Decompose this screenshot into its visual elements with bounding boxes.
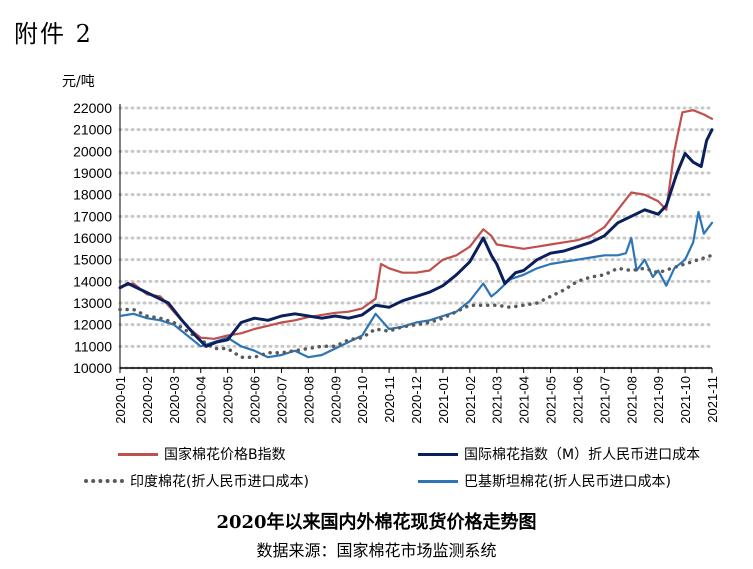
y-tick-label-18000: 18000 xyxy=(73,187,112,203)
y-tick-label-17000: 17000 xyxy=(73,208,112,224)
legend-label-b-index: 国家棉花价格B指数 xyxy=(164,447,286,463)
x-tick-label-2021-01: 2021-01 xyxy=(436,376,451,424)
x-tick-label-2020-10: 2020-10 xyxy=(355,376,370,424)
y-tick-label-14000: 14000 xyxy=(73,273,112,289)
x-tick-label-2021-03: 2021-03 xyxy=(490,376,505,424)
series-line-india xyxy=(118,253,714,359)
y-axis-unit-label: 元/吨 xyxy=(62,74,95,90)
x-tick-label-2020-08: 2020-08 xyxy=(301,376,316,424)
x-tick-label-2021-06: 2021-06 xyxy=(570,376,585,424)
y-tick-label-22000: 22000 xyxy=(73,100,112,116)
x-tick-label-2021-09: 2021-09 xyxy=(651,376,666,424)
y-tick-label-12000: 12000 xyxy=(73,317,112,333)
x-tick-label-2021-02: 2021-02 xyxy=(463,376,478,424)
legend-item-india: 印度棉花(折人民币进口成本) xyxy=(84,471,309,491)
legend-item-m-index: 国际棉花指数（M）折人民币进口成本 xyxy=(418,444,700,464)
legend-swatch-pakistan xyxy=(418,479,458,483)
y-tick-label-10000: 10000 xyxy=(73,360,112,376)
x-tick-label-2020-03: 2020-03 xyxy=(167,376,182,424)
attachment-label: 附件 2 xyxy=(14,20,93,48)
x-tick-label-2020-02: 2020-02 xyxy=(140,376,155,424)
y-tick-label-16000: 16000 xyxy=(73,230,112,246)
x-axis: 2020-01 2020-02 2020-03 2020-04 2020-05 2020-… xyxy=(113,367,720,424)
y-axis: 10000 11000 12000 13000 14000 15000 16000 17000… xyxy=(73,100,121,376)
x-tick-label-2021-10: 2021-10 xyxy=(678,376,693,424)
series-line-pakistan xyxy=(118,210,714,359)
legend-swatch-india xyxy=(84,479,124,483)
y-tick-label-15000: 15000 xyxy=(73,252,112,268)
x-tick-label-2020-01: 2020-01 xyxy=(113,376,128,424)
series-line-b-index xyxy=(118,109,714,340)
legend-swatch-b-index xyxy=(118,452,158,456)
x-tick-label-2020-07: 2020-07 xyxy=(274,376,289,424)
y-tick-label-21000: 21000 xyxy=(73,122,112,138)
chart-grid xyxy=(118,106,714,370)
x-tick-label-2020-06: 2020-06 xyxy=(248,376,263,424)
x-tick-label-2021-05: 2021-05 xyxy=(544,376,559,424)
y-tick-label-20000: 20000 xyxy=(73,143,112,159)
legend-item-b-index: 国家棉花价格B指数 xyxy=(118,444,286,464)
x-tick-label-2020-12: 2020-12 xyxy=(409,376,424,424)
legend-swatch-m-index xyxy=(418,452,458,456)
x-tick-label-2021-08: 2021-08 xyxy=(624,376,639,424)
x-tick-label-2020-09: 2020-09 xyxy=(328,376,343,424)
series-line-m-index xyxy=(118,128,714,348)
legend-label-pakistan: 巴基斯坦棉花(折人民币进口成本) xyxy=(464,474,671,490)
x-tick-label-2020-11: 2020-11 xyxy=(382,376,397,423)
x-tick-label-2021-11: 2021-11 xyxy=(705,376,720,423)
y-tick-label-13000: 13000 xyxy=(73,295,112,311)
y-tick-label-11000: 11000 xyxy=(74,338,112,354)
x-tick-label-2021-07: 2021-07 xyxy=(597,376,612,424)
legend-label-m-index: 国际棉花指数（M）折人民币进口成本 xyxy=(464,447,701,463)
chart-source: 数据来源：国家棉花市场监测系统 xyxy=(256,541,497,560)
chart-title: 2020年以来国内外棉花现货价格走势图 xyxy=(216,512,537,533)
chart-series xyxy=(118,109,714,359)
x-tick-label-2020-05: 2020-05 xyxy=(221,376,236,424)
y-tick-label-19000: 19000 xyxy=(73,165,112,181)
legend-label-india: 印度棉花(折人民币进口成本) xyxy=(130,474,309,490)
x-tick-label-2021-04: 2021-04 xyxy=(517,376,532,424)
legend-item-pakistan: 巴基斯坦棉花(折人民币进口成本) xyxy=(418,471,671,491)
x-tick-label-2020-04: 2020-04 xyxy=(194,376,209,424)
